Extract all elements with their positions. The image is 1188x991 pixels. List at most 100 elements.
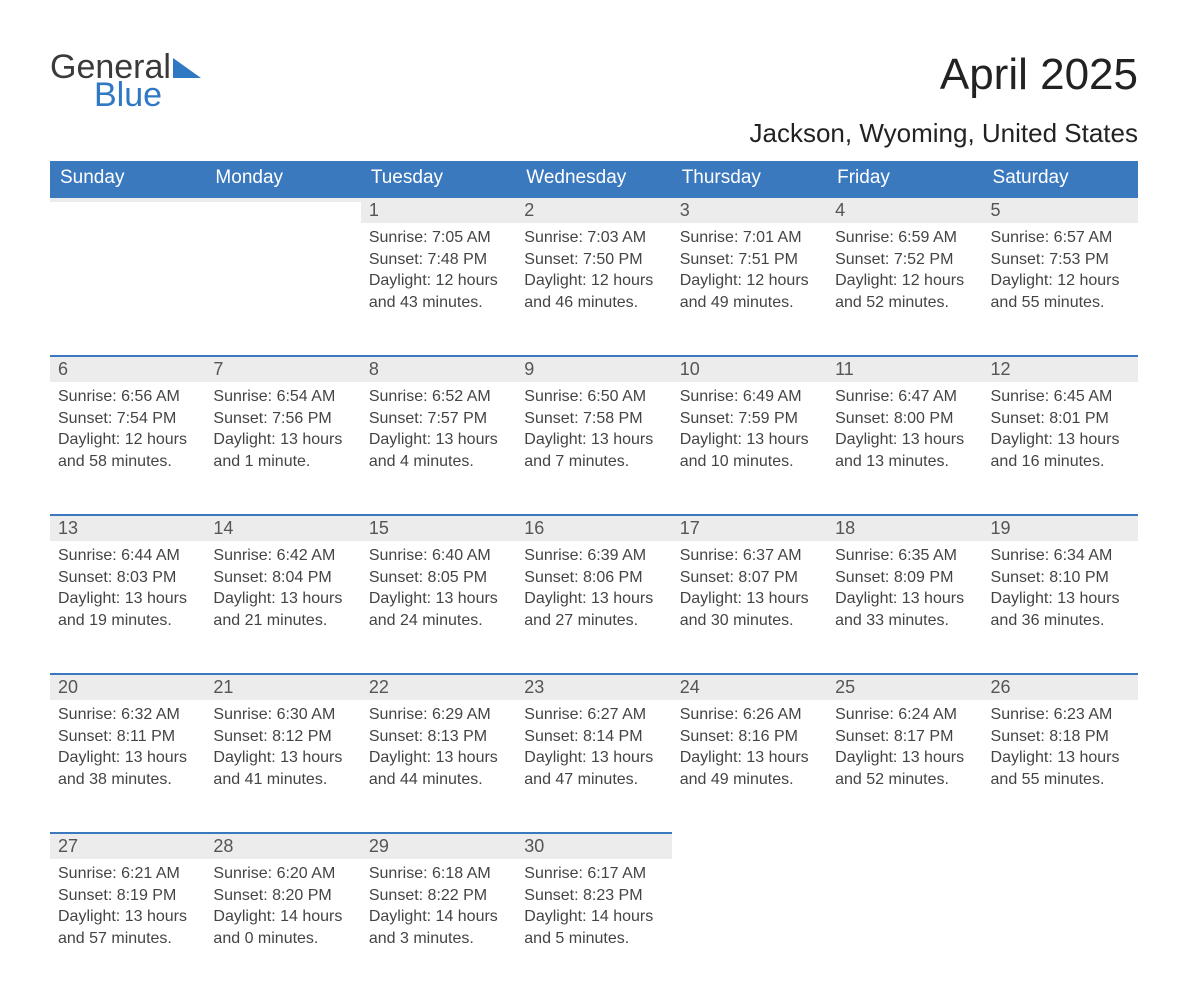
sunrise-text: Sunrise: 6:23 AM xyxy=(991,704,1130,726)
day-cell: Sunrise: 7:05 AMSunset: 7:48 PMDaylight:… xyxy=(361,223,516,329)
day-number: 25 xyxy=(827,673,982,700)
day-cell xyxy=(50,223,205,243)
sunset-text: Sunset: 8:06 PM xyxy=(524,567,663,589)
daylight-text: Daylight: 13 hours and 27 minutes. xyxy=(524,588,663,631)
day-number: 13 xyxy=(50,514,205,541)
sunset-text: Sunset: 7:54 PM xyxy=(58,408,197,430)
daylight-text: Daylight: 12 hours and 52 minutes. xyxy=(835,270,974,313)
day-number: 3 xyxy=(672,196,827,223)
day-header: Sunday xyxy=(50,161,205,196)
week-content-row: Sunrise: 7:05 AMSunset: 7:48 PMDaylight:… xyxy=(50,223,1138,355)
sunrise-text: Sunrise: 6:40 AM xyxy=(369,545,508,567)
day-number: 18 xyxy=(827,514,982,541)
daylight-text: Daylight: 13 hours and 21 minutes. xyxy=(213,588,352,631)
day-cell: Sunrise: 6:20 AMSunset: 8:20 PMDaylight:… xyxy=(205,859,360,965)
sunrise-text: Sunrise: 6:21 AM xyxy=(58,863,197,885)
week-daynum-row: 20212223242526 xyxy=(50,673,1138,700)
day-cell xyxy=(827,859,982,879)
day-number: 6 xyxy=(50,355,205,382)
sunset-text: Sunset: 8:10 PM xyxy=(991,567,1130,589)
calendar-table: SundayMondayTuesdayWednesdayThursdayFrid… xyxy=(50,161,1138,991)
day-number: 1 xyxy=(361,196,516,223)
daylight-text: Daylight: 14 hours and 0 minutes. xyxy=(213,906,352,949)
daylight-text: Daylight: 12 hours and 58 minutes. xyxy=(58,429,197,472)
sunset-text: Sunset: 7:58 PM xyxy=(524,408,663,430)
day-cell: Sunrise: 6:52 AMSunset: 7:57 PMDaylight:… xyxy=(361,382,516,488)
week-content-row: Sunrise: 6:44 AMSunset: 8:03 PMDaylight:… xyxy=(50,541,1138,673)
sunset-text: Sunset: 8:12 PM xyxy=(213,726,352,748)
day-number: 24 xyxy=(672,673,827,700)
week-daynum-row: 27282930 xyxy=(50,832,1138,859)
day-number: 5 xyxy=(983,196,1138,223)
sunset-text: Sunset: 7:59 PM xyxy=(680,408,819,430)
day-cell: Sunrise: 6:30 AMSunset: 8:12 PMDaylight:… xyxy=(205,700,360,806)
daylight-text: Daylight: 13 hours and 16 minutes. xyxy=(991,429,1130,472)
week-content-row: Sunrise: 6:21 AMSunset: 8:19 PM Daylight:… xyxy=(50,859,1138,991)
day-cell: Sunrise: 6:42 AMSunset: 8:04 PMDaylight:… xyxy=(205,541,360,647)
day-number: 20 xyxy=(50,673,205,700)
day-header: Wednesday xyxy=(516,161,671,196)
day-cell xyxy=(983,859,1138,879)
brand-logo: General Blue xyxy=(50,50,201,112)
sunrise-text: Sunrise: 6:57 AM xyxy=(991,227,1130,249)
sunset-text: Sunset: 8:22 PM xyxy=(369,885,508,907)
day-cell: Sunrise: 6:47 AMSunset: 8:00 PMDaylight:… xyxy=(827,382,982,488)
day-cell: Sunrise: 6:44 AMSunset: 8:03 PMDaylight:… xyxy=(50,541,205,647)
sunrise-text: Sunrise: 7:05 AM xyxy=(369,227,508,249)
day-cell: Sunrise: 6:45 AMSunset: 8:01 PMDaylight:… xyxy=(983,382,1138,488)
daylight-text: Daylight: 13 hours and 10 minutes. xyxy=(680,429,819,472)
brand-word-2: Blue xyxy=(94,78,201,112)
sunrise-text: Sunrise: 6:18 AM xyxy=(369,863,508,885)
flag-icon xyxy=(173,58,201,78)
sunset-text: Sunset: 8:01 PM xyxy=(991,408,1130,430)
day-number: 8 xyxy=(361,355,516,382)
sunrise-text: Sunrise: 6:37 AM xyxy=(680,545,819,567)
day-cell: Sunrise: 6:34 AMSunset: 8:10 PMDaylight:… xyxy=(983,541,1138,647)
day-cell: Sunrise: 6:17 AMSunset: 8:23 PMDaylight:… xyxy=(516,859,671,965)
week-content-row: Sunrise: 6:56 AMSunset: 7:54 PMDaylight:… xyxy=(50,382,1138,514)
page-header: General Blue April 2025 xyxy=(50,50,1138,112)
sunset-text: Sunset: 8:09 PM xyxy=(835,567,974,589)
day-header: Saturday xyxy=(983,161,1138,196)
sunrise-text: Sunrise: 6:35 AM xyxy=(835,545,974,567)
daylight-text: Daylight: 13 hours and 4 minutes. xyxy=(369,429,508,472)
sunrise-text: Sunrise: 6:45 AM xyxy=(991,386,1130,408)
day-number: 19 xyxy=(983,514,1138,541)
sunrise-text: Sunrise: 6:29 AM xyxy=(369,704,508,726)
day-number: 12 xyxy=(983,355,1138,382)
sunset-text: Sunset: 8:07 PM xyxy=(680,567,819,589)
week-content-row: Sunrise: 6:32 AMSunset: 8:11 PMDaylight:… xyxy=(50,700,1138,832)
day-number: 11 xyxy=(827,355,982,382)
daylight-text: Daylight: 13 hours and 30 minutes. xyxy=(680,588,819,631)
daylight-text: Daylight: 14 hours and 5 minutes. xyxy=(524,906,663,949)
day-number: 23 xyxy=(516,673,671,700)
sunrise-text: Sunrise: 6:47 AM xyxy=(835,386,974,408)
day-cell: Sunrise: 6:18 AMSunset: 8:22 PMDaylight:… xyxy=(361,859,516,965)
day-header-row: SundayMondayTuesdayWednesdayThursdayFrid… xyxy=(50,161,1138,196)
day-number: 30 xyxy=(516,832,671,859)
daylight-text: Daylight: 13 hours and 44 minutes. xyxy=(369,747,508,790)
day-cell: Sunrise: 7:03 AMSunset: 7:50 PMDaylight:… xyxy=(516,223,671,329)
day-number xyxy=(50,196,205,202)
day-cell: Sunrise: 6:49 AMSunset: 7:59 PMDaylight:… xyxy=(672,382,827,488)
day-cell: Sunrise: 6:24 AMSunset: 8:17 PMDaylight:… xyxy=(827,700,982,806)
day-number: 17 xyxy=(672,514,827,541)
sunrise-text: Sunrise: 7:01 AM xyxy=(680,227,819,249)
day-header: Tuesday xyxy=(361,161,516,196)
day-cell: Sunrise: 6:35 AMSunset: 8:09 PMDaylight:… xyxy=(827,541,982,647)
sunrise-text: Sunrise: 6:49 AM xyxy=(680,386,819,408)
day-header: Thursday xyxy=(672,161,827,196)
sunset-text: Sunset: 8:05 PM xyxy=(369,567,508,589)
day-number: 22 xyxy=(361,673,516,700)
sunset-text: Sunset: 8:19 PM xyxy=(58,885,197,907)
day-cell: Sunrise: 6:40 AMSunset: 8:05 PMDaylight:… xyxy=(361,541,516,647)
day-number: 2 xyxy=(516,196,671,223)
sunset-text: Sunset: 8:03 PM xyxy=(58,567,197,589)
day-number: 9 xyxy=(516,355,671,382)
day-number: 15 xyxy=(361,514,516,541)
sunrise-text: Sunrise: 6:56 AM xyxy=(58,386,197,408)
daylight-text: Daylight: 13 hours and 19 minutes. xyxy=(58,588,197,631)
week-daynum-row: 6789101112 xyxy=(50,355,1138,382)
day-number xyxy=(205,196,360,202)
day-cell: Sunrise: 6:56 AMSunset: 7:54 PMDaylight:… xyxy=(50,382,205,488)
